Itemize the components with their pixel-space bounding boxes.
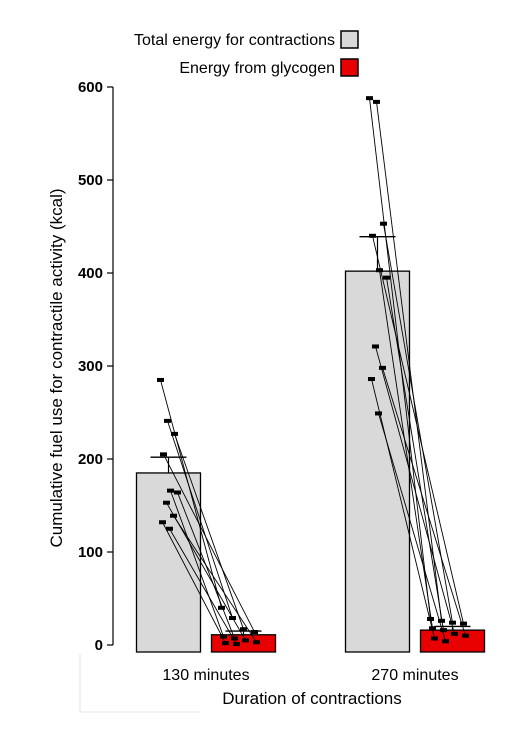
subject-line [376,101,442,621]
subject-line [163,454,255,633]
point-glycogen [431,636,438,641]
point-glycogen [229,616,236,621]
point-total [375,411,382,416]
point-total [380,221,387,226]
point-glycogen [242,638,249,643]
point-total [166,526,173,531]
point-total [369,233,376,238]
y-tick-label: 400 [78,265,103,282]
point-glycogen [451,631,458,636]
point-glycogen [233,642,240,647]
legend-swatch-total [340,30,359,49]
error-bars [150,236,471,635]
point-total [170,513,177,518]
point-glycogen [440,628,447,633]
bar-total [344,270,411,653]
x-tick-labels: 130 minutes 270 minutes [162,667,458,684]
subject-line [382,367,466,636]
point-total [376,268,383,273]
point-total [366,96,373,101]
point-glycogen [462,633,469,638]
subject-line [162,522,226,644]
point-total [373,99,380,104]
point-glycogen [222,641,229,646]
point-total [164,418,171,423]
x-tick-label: 270 minutes [371,667,458,684]
point-total [379,365,386,370]
data-points [157,96,469,647]
point-glycogen [429,626,436,631]
point-total [167,488,174,493]
y-tick-label: 500 [78,172,103,189]
point-total [163,500,170,505]
y-tick-label: 200 [78,451,103,468]
subject-line [372,235,464,624]
y-tick-label: 100 [78,544,103,561]
y-tick-label: 600 [78,79,103,96]
legend: Total energy for contractions Energy fro… [134,30,359,77]
point-glycogen [460,621,467,626]
subject-line [173,515,257,643]
point-total [159,520,166,525]
subject-line [170,490,224,637]
subject-line [378,413,446,642]
subject-line [386,277,444,631]
subject-line [375,346,455,634]
point-glycogen [427,616,434,621]
point-total [160,452,167,457]
subject-line [160,379,222,608]
point-glycogen [253,640,260,645]
subject-line [371,378,435,639]
x-axis-title: Duration of contractions [222,689,402,708]
point-glycogen [442,639,449,644]
point-total [171,431,178,436]
x-tick-label: 130 minutes [162,667,249,684]
point-total [383,275,390,280]
point-total [372,344,379,349]
legend-swatch-glycogen [340,58,359,77]
subject-line [169,528,237,645]
legend-label-total: Total energy for contractions [134,32,335,49]
y-tick-label: 300 [78,358,103,375]
paired-lines [160,98,466,645]
y-axis: 0 100 200 300 400 500 600 [78,79,114,654]
legend-label-glycogen: Energy from glycogen [179,60,335,77]
point-glycogen [218,605,225,610]
point-total [174,490,181,495]
point-total [157,377,164,382]
point-glycogen [251,629,258,634]
bar-total [135,472,202,653]
point-glycogen [449,620,456,625]
point-glycogen [240,627,247,632]
subject-line [174,433,244,630]
point-glycogen [438,618,445,623]
y-axis-title: Cumulative fuel use for contractile acti… [47,188,66,547]
subject-line [167,420,233,619]
y-tick-label: 0 [95,637,103,654]
point-glycogen [220,634,227,639]
point-glycogen [231,636,238,641]
point-total [368,377,375,382]
